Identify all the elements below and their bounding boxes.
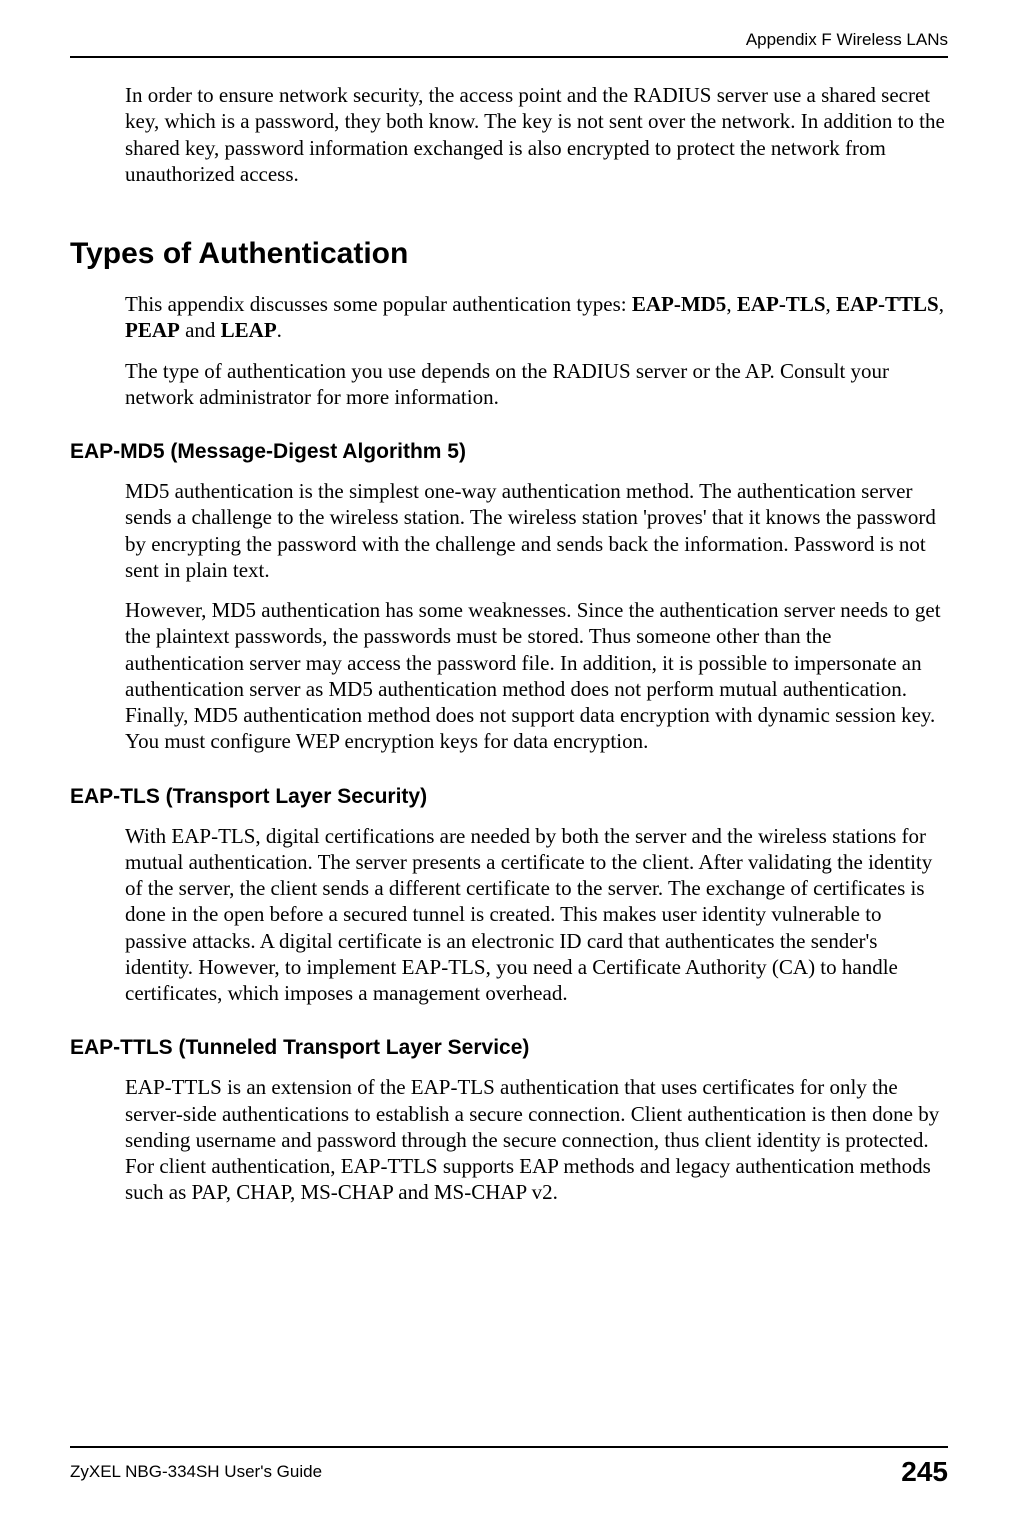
text-sep: and <box>180 318 221 342</box>
section-body: This appendix discusses some popular aut… <box>125 291 948 410</box>
auth-type-peap: PEAP <box>125 318 180 342</box>
auth-type-eap-tls: EAP-TLS <box>737 292 826 316</box>
md5-paragraph-2: However, MD5 authentication has some wea… <box>125 597 948 755</box>
tls-paragraph-1: With EAP-TLS, digital certifications are… <box>125 823 948 1007</box>
text-sep: , <box>726 292 737 316</box>
text-suffix: . <box>277 318 282 342</box>
subheading-eap-tls: EAP-TLS (Transport Layer Security) <box>70 785 948 809</box>
section-heading-types-of-authentication: Types of Authentication <box>70 237 948 271</box>
auth-type-eap-ttls: EAP-TTLS <box>836 292 939 316</box>
intro-block: In order to ensure network security, the… <box>125 82 948 187</box>
subheading-eap-ttls: EAP-TTLS (Tunneled Transport Layer Servi… <box>70 1036 948 1060</box>
auth-depends-paragraph: The type of authentication you use depen… <box>125 358 948 411</box>
subheading-eap-md5: EAP-MD5 (Message-Digest Algorithm 5) <box>70 440 948 464</box>
auth-type-eap-md5: EAP-MD5 <box>632 292 726 316</box>
md5-paragraph-1: MD5 authentication is the simplest one-w… <box>125 478 948 583</box>
md5-body: MD5 authentication is the simplest one-w… <box>125 478 948 755</box>
page-content: In order to ensure network security, the… <box>70 82 948 1424</box>
header-text: Appendix F Wireless LANs <box>746 30 948 49</box>
text-prefix: This appendix discusses some popular aut… <box>125 292 632 316</box>
page-footer: ZyXEL NBG-334SH User's Guide 245 <box>70 1446 948 1488</box>
intro-paragraph: In order to ensure network security, the… <box>125 82 948 187</box>
auth-type-leap: LEAP <box>221 318 277 342</box>
tls-body: With EAP-TLS, digital certifications are… <box>125 823 948 1007</box>
ttls-body: EAP-TTLS is an extension of the EAP-TLS … <box>125 1074 948 1205</box>
text-sep: , <box>939 292 944 316</box>
page: Appendix F Wireless LANs In order to ens… <box>0 0 1018 1524</box>
footer-guide-title: ZyXEL NBG-334SH User's Guide <box>70 1462 322 1482</box>
auth-types-paragraph: This appendix discusses some popular aut… <box>125 291 948 344</box>
ttls-paragraph-1: EAP-TTLS is an extension of the EAP-TLS … <box>125 1074 948 1205</box>
text-sep: , <box>826 292 837 316</box>
footer-page-number: 245 <box>901 1456 948 1488</box>
page-header: Appendix F Wireless LANs <box>70 30 948 58</box>
